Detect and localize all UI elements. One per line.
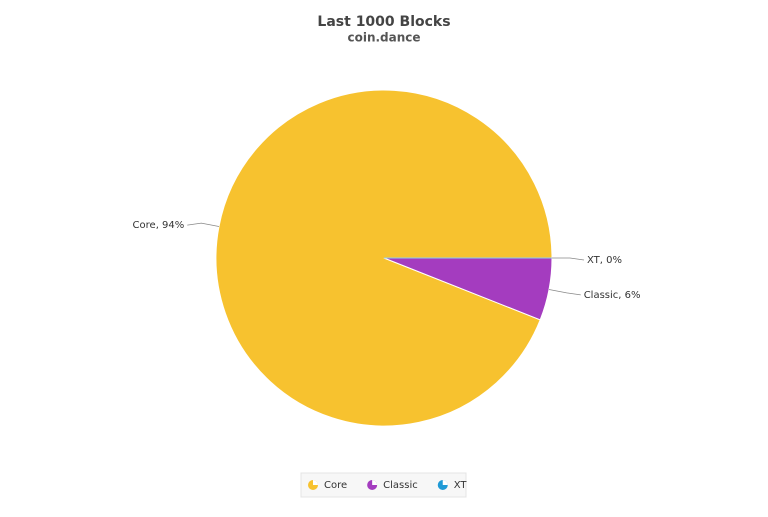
- legend-icon-cut: [313, 480, 318, 485]
- legend-label[interactable]: Classic: [383, 480, 418, 491]
- leader-line: [548, 289, 581, 296]
- legend-icon-cut: [372, 480, 378, 485]
- legend-label[interactable]: Core: [324, 480, 347, 491]
- leader-line: [552, 257, 585, 261]
- data-label: Core, 94%: [133, 220, 185, 231]
- chart-title: Last 1000 Blocks: [317, 14, 450, 30]
- legend-label[interactable]: XT: [454, 480, 468, 491]
- chart-subtitle: coin.dance: [347, 31, 420, 45]
- leader-line: [187, 222, 220, 227]
- data-label: Classic, 6%: [584, 290, 641, 301]
- data-label: XT, 0%: [587, 255, 622, 266]
- legend-icon-cut: [442, 480, 448, 485]
